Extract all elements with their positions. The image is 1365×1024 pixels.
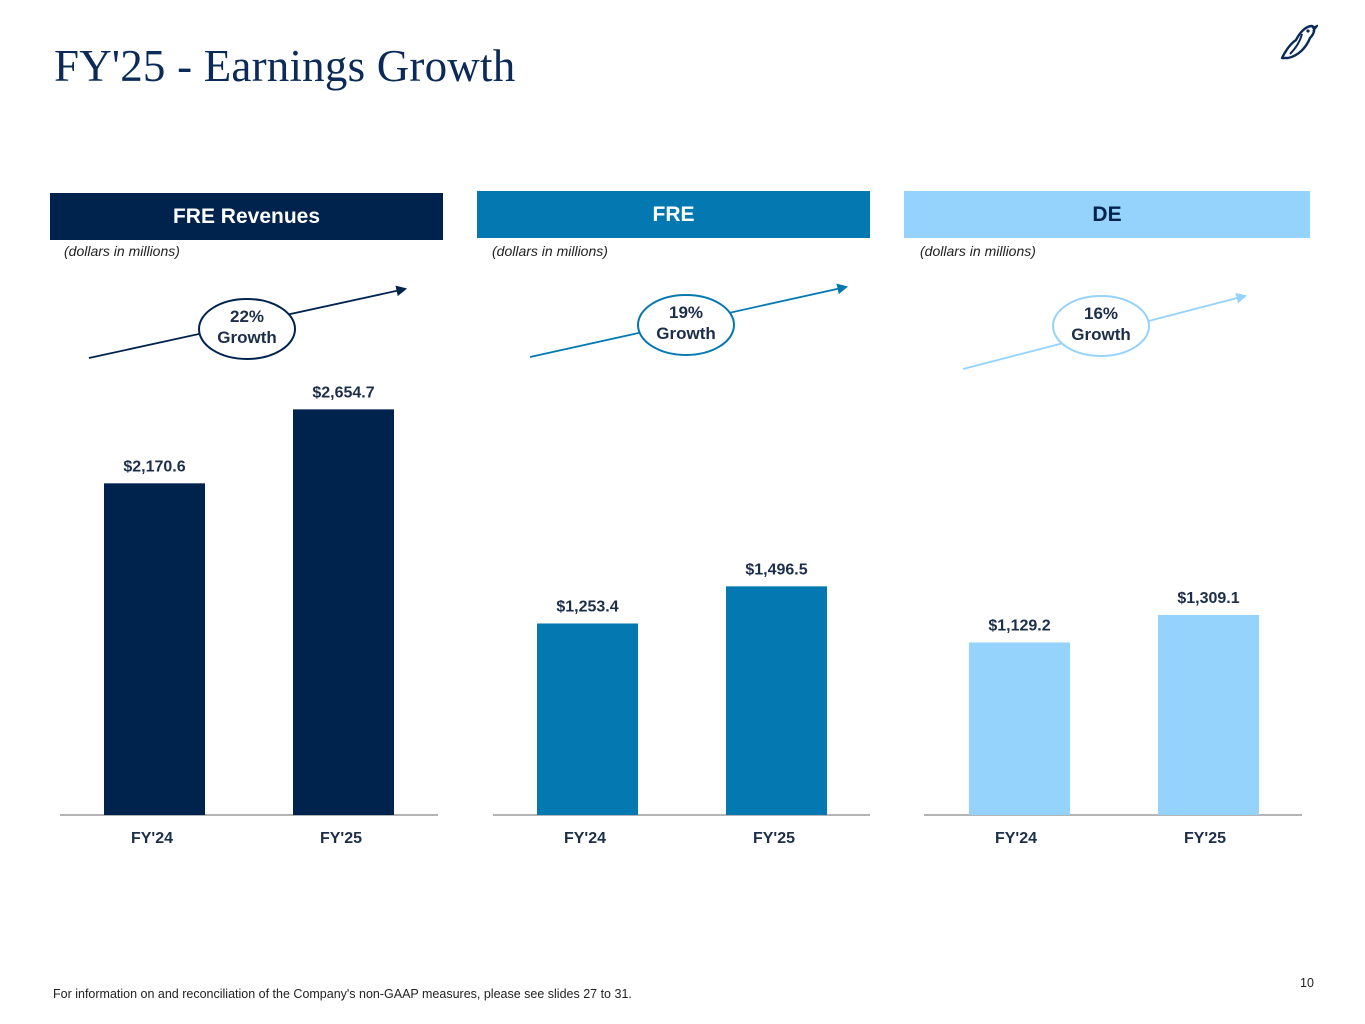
bar-value-label: $1,253.4 — [556, 598, 618, 615]
bar-value-label: $2,654.7 — [312, 384, 374, 401]
bar-value-label: $2,170.6 — [123, 458, 185, 475]
bird-logo-icon — [1280, 24, 1318, 60]
panel-header-fre-revenues: FRE Revenues — [50, 193, 443, 240]
growth-badge — [1052, 295, 1150, 357]
footnote: For information on and reconciliation of… — [53, 987, 632, 1001]
x-tick-label: FY'24 — [564, 830, 606, 847]
bar-fy24 — [537, 623, 638, 815]
growth-badge — [198, 298, 296, 360]
growth-badge — [637, 294, 735, 356]
panel-header-fre: FRE — [477, 191, 870, 238]
x-tick-label: FY'24 — [131, 830, 173, 847]
growth-percent: 19% — [669, 303, 703, 322]
bar-fy24 — [969, 642, 1070, 815]
panel-header-label: FRE — [652, 202, 695, 226]
x-tick-label: FY'25 — [320, 830, 362, 847]
bar-fy25 — [293, 409, 394, 815]
growth-percent: 22% — [230, 307, 264, 326]
growth-word: Growth — [656, 324, 716, 343]
growth-percent: 16% — [1084, 304, 1118, 323]
bar-fy25 — [726, 586, 827, 815]
unit-note: (dollars in millions) — [64, 243, 180, 259]
bar-value-label: $1,496.5 — [745, 561, 807, 578]
unit-note: (dollars in millions) — [492, 243, 608, 259]
bar-fy24 — [104, 483, 205, 815]
growth-word: Growth — [217, 328, 277, 347]
x-tick-label: FY'25 — [1184, 830, 1226, 847]
unit-note: (dollars in millions) — [920, 243, 1036, 259]
bar-value-label: $1,309.1 — [1177, 590, 1239, 607]
x-tick-label: FY'24 — [995, 830, 1037, 847]
growth-word: Growth — [1071, 325, 1131, 344]
panel-header-label: DE — [1092, 202, 1122, 226]
page-title: FY'25 - Earnings Growth — [54, 41, 516, 91]
page-number: 10 — [1300, 976, 1314, 990]
bar-fy25 — [1158, 614, 1259, 815]
x-tick-label: FY'25 — [753, 830, 795, 847]
panel-header-label: FRE Revenues — [172, 204, 321, 228]
panel-header-de: DE — [904, 191, 1310, 238]
bar-value-label: $1,129.2 — [988, 617, 1050, 634]
